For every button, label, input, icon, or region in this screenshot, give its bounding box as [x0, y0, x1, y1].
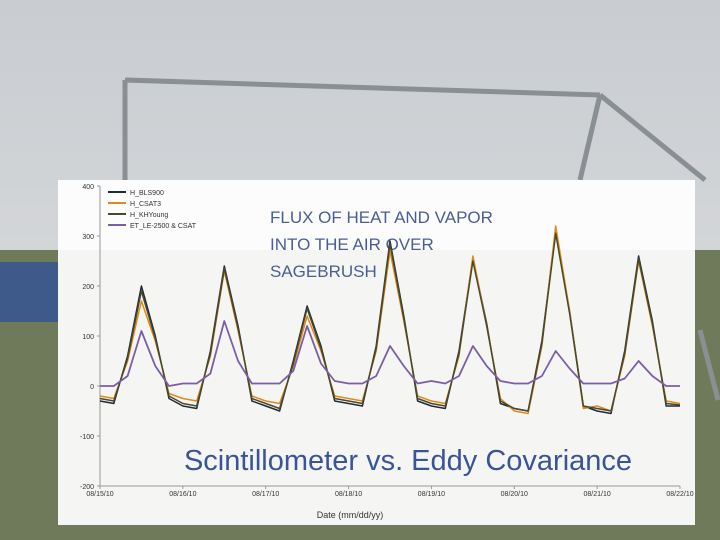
legend-label: H_BLS900 [130, 190, 164, 197]
title-line: INTO THE AIR OVER [270, 235, 434, 254]
x-tick-label: 08/19/10 [418, 491, 445, 498]
x-tick-label: 08/22/10 [666, 491, 693, 498]
x-tick-label: 08/18/10 [335, 491, 362, 498]
y-tick-label: 400 [82, 184, 94, 191]
y-tick-label: 300 [82, 234, 94, 241]
legend-label: ET_LE-2500 & CSAT [130, 223, 197, 230]
x-tick-label: 08/21/10 [584, 491, 611, 498]
title-block: FLUX OF HEAT AND VAPOR INTO THE AIR OVER S… [270, 208, 493, 281]
legend-label: H_KHYoung [130, 212, 168, 219]
x-tick-label: 08/16/10 [169, 491, 196, 498]
x-tick-label: 08/17/10 [252, 491, 279, 498]
y-tick-label: 0 [90, 384, 94, 391]
y-tick-label: -100 [80, 434, 94, 441]
x-axis-title: Date (mm/dd/yy) [317, 510, 384, 520]
series-line [100, 320, 680, 387]
x-tick-label: 08/15/10 [86, 491, 113, 498]
title-line: FLUX OF HEAT AND VAPOR [270, 208, 493, 227]
series-line [99, 225, 681, 415]
y-tick-label: 200 [82, 284, 94, 291]
y-tick-label: 100 [82, 334, 94, 341]
subtitle: Scintillometer vs. Eddy Covariance [184, 445, 632, 477]
title-line: SAGEBRUSH [270, 262, 377, 281]
x-tick-label: 08/20/10 [501, 491, 528, 498]
photo-tower [122, 77, 720, 401]
y-tick-label: -200 [80, 484, 94, 491]
photo-solar-panel [0, 262, 58, 322]
legend-label: H_CSAT3 [130, 201, 161, 208]
series-line [99, 232, 681, 412]
